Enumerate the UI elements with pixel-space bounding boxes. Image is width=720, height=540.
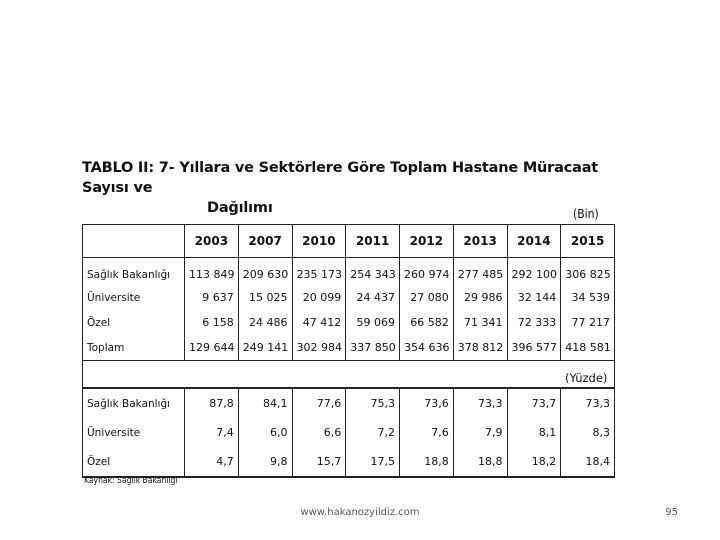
value-cell: 4,7 — [184, 447, 239, 478]
value-cell: 73,3 — [560, 388, 615, 418]
value-cell: 254 343 — [345, 257, 400, 285]
value-cell: 15 025 — [237, 285, 293, 310]
value-cell: 20 099 — [291, 285, 347, 310]
value-cell: 7,6 — [399, 418, 454, 447]
value-cell: 73,3 — [452, 388, 508, 418]
value-cell: 6,6 — [291, 418, 347, 447]
value-cell: 354 636 — [399, 335, 454, 361]
table-row: Sağlık Bakanlığı 87,8 84,1 77,6 75,3 73,6 73,3… — [82, 388, 615, 418]
table-row: Toplam 129 644 249 141 302 984 337 850 354 63… — [82, 335, 615, 361]
value-cell: 17,5 — [345, 447, 400, 478]
value-cell: 15,7 — [291, 447, 347, 478]
table-row: Üniversite 9 637 15 025 20 099 24 437 27 080 2… — [82, 285, 615, 310]
value-cell: 24 486 — [237, 310, 293, 335]
value-cell: 18,2 — [506, 447, 562, 478]
value-cell: 73,6 — [399, 388, 454, 418]
value-cell: 235 173 — [291, 257, 347, 285]
value-cell: 66 582 — [399, 310, 454, 335]
table-title: TABLO II: 7- Yıllara ve Sektörlere Göre … — [82, 158, 622, 218]
unit-percent-label: (Yüzde) — [565, 371, 608, 385]
value-cell: 6,0 — [237, 418, 293, 447]
header-year: 2007 — [237, 224, 293, 258]
value-cell: 8,3 — [560, 418, 615, 447]
row-label: Sağlık Bakanlığı — [82, 388, 185, 418]
row-label: Özel — [82, 447, 185, 478]
header-year: 2015 — [560, 224, 615, 258]
header-row: 2003 2007 2010 2011 2012 2013 2014 2015 — [82, 224, 615, 258]
value-cell: 72 333 — [506, 310, 562, 335]
value-cell: 77,6 — [291, 388, 347, 418]
value-cell: 34 539 — [560, 285, 615, 310]
data-table: 2003 2007 2010 2011 2012 2013 2014 2015 … — [82, 224, 615, 478]
value-cell: 113 849 — [184, 257, 239, 285]
table-row: Özel 4,7 9,8 15,7 17,5 18,8 18,8 18,2 18,4 — [82, 447, 615, 478]
header-year: 2014 — [506, 224, 562, 258]
value-cell: 292 100 — [506, 257, 562, 285]
value-cell: 32 144 — [506, 285, 562, 310]
absolute-values-body: Sağlık Bakanlığı 113 849 209 630 235 173 254… — [82, 257, 615, 361]
value-cell: 260 974 — [399, 257, 454, 285]
value-cell: 302 984 — [291, 335, 347, 361]
value-cell: 249 141 — [237, 335, 293, 361]
value-cell: 84,1 — [237, 388, 293, 418]
row-label: Üniversite — [82, 418, 185, 447]
value-cell: 7,9 — [452, 418, 508, 447]
header-year: 2013 — [452, 224, 508, 258]
footer-website: www.hakanozyildiz.com — [300, 507, 420, 518]
value-cell: 77 217 — [560, 310, 615, 335]
value-cell: 18,8 — [399, 447, 454, 478]
row-label: Toplam — [82, 335, 185, 361]
header-year: 2011 — [345, 224, 400, 258]
value-cell: 209 630 — [237, 257, 293, 285]
value-cell: 87,8 — [184, 388, 239, 418]
value-cell: 18,8 — [452, 447, 508, 478]
table-title-line2: Dağılımı — [207, 200, 273, 216]
value-cell: 71 341 — [452, 310, 508, 335]
value-cell: 29 986 — [452, 285, 508, 310]
value-cell: 18,4 — [560, 447, 615, 478]
table-row: Sağlık Bakanlığı 113 849 209 630 235 173 254… — [82, 257, 615, 285]
value-cell: 129 644 — [184, 335, 239, 361]
table-title-line1: TABLO II: 7- Yıllara ve Sektörlere Göre … — [82, 160, 599, 196]
value-cell: 7,2 — [345, 418, 400, 447]
value-cell: 277 485 — [452, 257, 508, 285]
value-cell: 6 158 — [184, 310, 239, 335]
unit-absolute-label: (Bin) — [573, 207, 599, 221]
row-label: Üniversite — [82, 285, 185, 310]
percent-values-body: Sağlık Bakanlığı 87,8 84,1 77,6 75,3 73,6 73,3… — [82, 388, 615, 478]
value-cell: 396 577 — [506, 335, 562, 361]
header-year: 2010 — [291, 224, 347, 258]
value-cell: 47 412 — [291, 310, 347, 335]
row-label: Sağlık Bakanlığı — [82, 257, 185, 285]
value-cell: 8,1 — [506, 418, 562, 447]
row-label: Özel — [82, 310, 185, 335]
value-cell: 418 581 — [560, 335, 615, 361]
value-cell: 73,7 — [506, 388, 562, 418]
value-cell: 9,8 — [237, 447, 293, 478]
header-year: 2012 — [399, 224, 454, 258]
value-cell: 306 825 — [560, 257, 615, 285]
value-cell: 24 437 — [345, 285, 400, 310]
value-cell: 75,3 — [345, 388, 400, 418]
value-cell: 378 812 — [452, 335, 508, 361]
header-year: 2003 — [184, 224, 239, 258]
page-number: 95 — [665, 507, 678, 518]
value-cell: 27 080 — [399, 285, 454, 310]
percent-unit-row — [82, 360, 615, 389]
table-row: Özel 6 158 24 486 47 412 59 069 66 582 71 341 7… — [82, 310, 615, 335]
source-note: Kaynak: Sağlık Bakanlığı — [84, 476, 178, 486]
value-cell: 9 637 — [184, 285, 239, 310]
value-cell: 7,4 — [184, 418, 239, 447]
value-cell: 337 850 — [345, 335, 400, 361]
value-cell: 59 069 — [345, 310, 400, 335]
table-row: Üniversite 7,4 6,0 6,6 7,2 7,6 7,9 8,1 8,3 — [82, 418, 615, 447]
header-empty-cell — [82, 224, 185, 258]
